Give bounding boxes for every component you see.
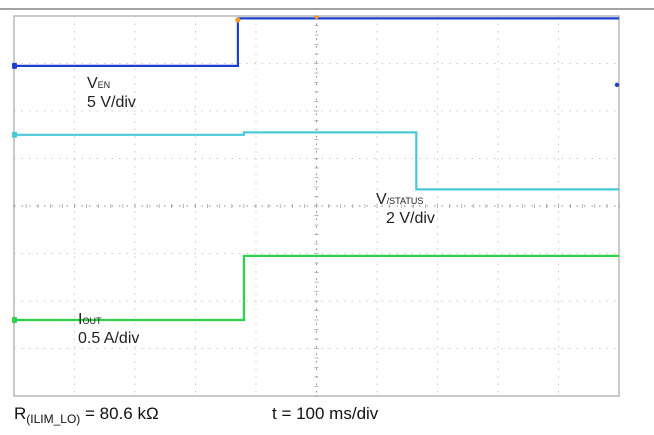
channel-1-right-marker — [614, 82, 620, 88]
channel-1-marker — [12, 62, 17, 69]
caption-r-sub: (ILIM_LO) — [26, 412, 81, 426]
label-vstatus: V/STATUS 2 V/div — [376, 191, 435, 228]
caption-r-value: = 80.6 kΩ — [80, 404, 159, 423]
caption-timebase: t = 100 ms/div — [272, 404, 378, 424]
trace-ven — [14, 17, 619, 68]
label-iout-scale: 0.5 A/div — [78, 330, 140, 347]
trigger-position-marker — [313, 16, 320, 20]
trace-vstatus — [14, 131, 619, 191]
label-ven-scale: 5 V/div — [87, 94, 136, 111]
oscilloscope-plot — [0, 8, 654, 397]
caption-timebase-text: t = 100 ms/div — [272, 404, 379, 423]
caption-resistor: R(ILIM_LO) = 80.6 kΩ — [14, 404, 159, 426]
caption-r-main: R — [14, 404, 27, 423]
label-iout: IOUT 0.5 A/div — [78, 311, 139, 348]
label-ven-sub: EN — [97, 80, 111, 90]
label-vstatus-main: V — [376, 191, 387, 208]
label-vstatus-scale: 2 V/div — [386, 210, 435, 227]
trace-iout — [14, 254, 619, 322]
label-iout-main: I — [78, 311, 83, 328]
grid — [13, 15, 620, 397]
channel-3-marker — [12, 317, 17, 323]
markers — [12, 16, 620, 323]
channel-2-marker — [12, 131, 17, 138]
label-ven: VEN 5 V/div — [87, 75, 136, 112]
trigger-marker — [235, 17, 241, 23]
label-ven-main: V — [87, 75, 98, 92]
label-vstatus-sub: /STATUS — [386, 196, 424, 206]
label-iout-sub: OUT — [82, 316, 102, 326]
traces — [14, 17, 619, 322]
